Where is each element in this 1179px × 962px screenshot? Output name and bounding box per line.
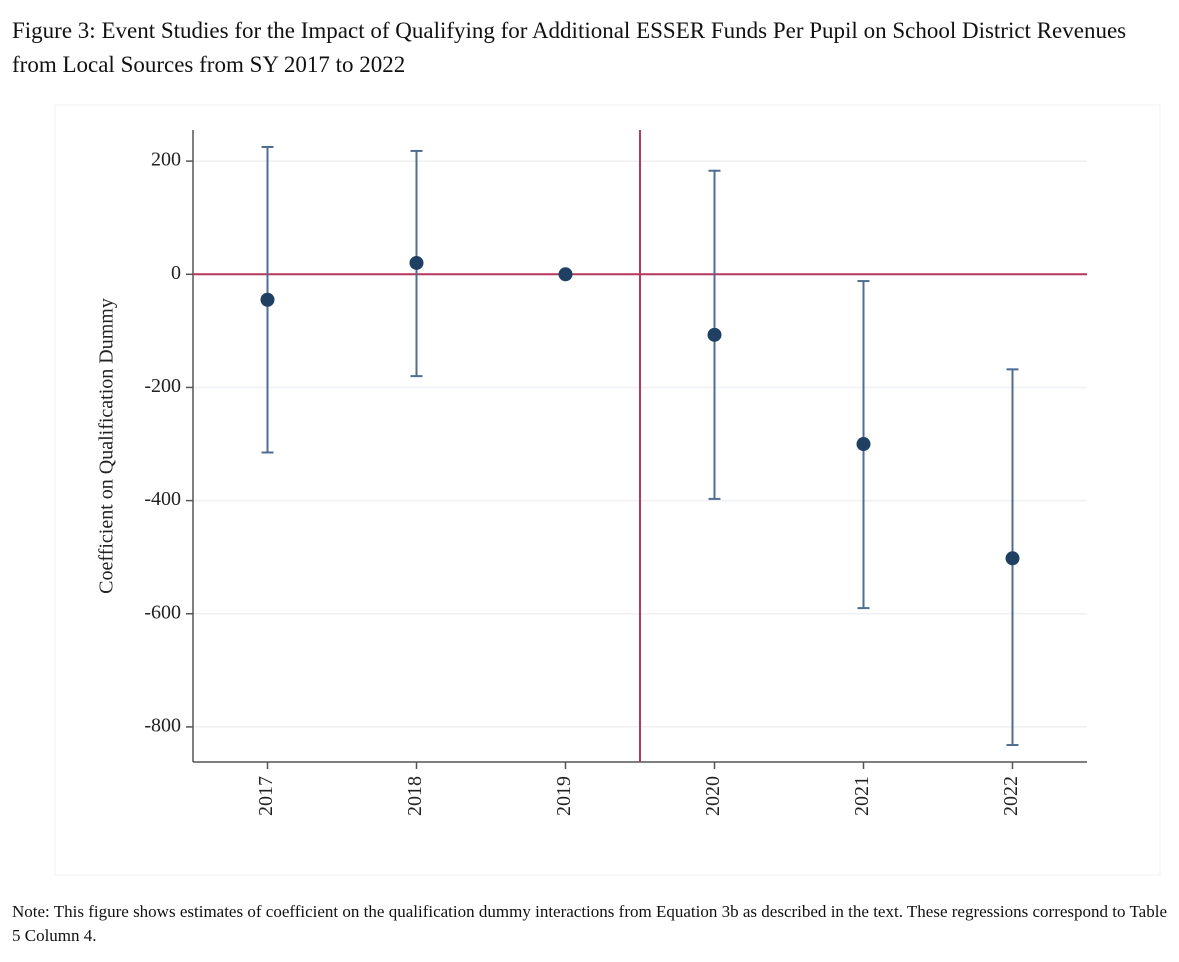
y-tick-label: 200 (151, 149, 181, 171)
x-tick-label: 2021 (851, 776, 873, 816)
chart: Coefficient on Qualification Dummy 200 0 -… (54, 104, 1161, 876)
y-tick-label: -800 (144, 715, 181, 737)
y-tick-label: -600 (144, 601, 181, 623)
x-tick-label: 2022 (1000, 776, 1022, 816)
x-tick-label: 2020 (702, 776, 724, 816)
x-tick-label: 2019 (553, 776, 575, 816)
point (856, 437, 871, 452)
point (707, 327, 722, 342)
point (260, 292, 275, 307)
plot-region (54, 104, 1161, 876)
y-tick-label: 0 (171, 262, 181, 284)
y-tick-label: -200 (144, 375, 181, 397)
point (558, 267, 573, 282)
point (1005, 551, 1020, 566)
x-tick-label: 2018 (404, 776, 426, 816)
y-tick-label: -400 (144, 488, 181, 510)
y-axis-label: Coefficient on Qualification Dummy (96, 298, 118, 594)
point (409, 255, 424, 270)
x-tick-label: 2017 (255, 776, 277, 816)
figure-note: Note: This figure shows estimates of coe… (12, 902, 1167, 945)
chart-title: Figure 3: Event Studies for the Impact o… (12, 18, 1127, 77)
